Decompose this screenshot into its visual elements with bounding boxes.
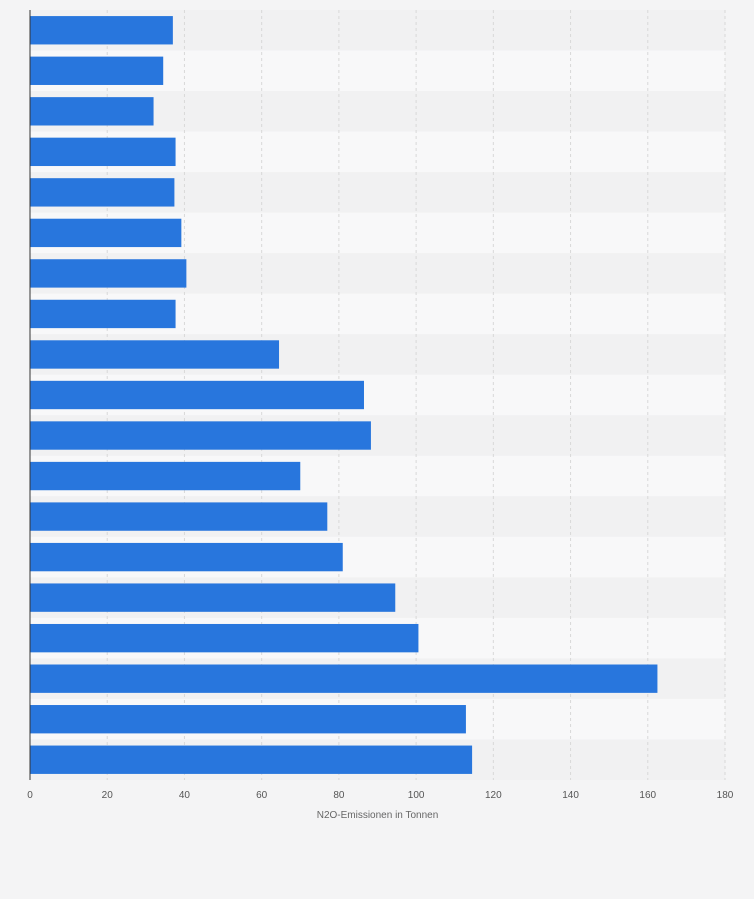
x-tick-label: 180 <box>717 790 734 801</box>
bar <box>30 137 176 167</box>
bar <box>30 340 280 369</box>
bar <box>30 745 473 774</box>
bar <box>30 259 187 288</box>
bars <box>30 16 658 774</box>
x-tick-label: 20 <box>102 790 114 801</box>
x-tick-label: 40 <box>179 790 191 801</box>
bar <box>30 421 371 450</box>
bar <box>30 299 176 329</box>
bar <box>30 583 396 612</box>
x-tick-labels: 0 20 40 60 80 100 120 140 160 180 <box>27 790 734 801</box>
bar <box>30 16 173 45</box>
bar <box>30 623 419 653</box>
bar <box>30 705 466 734</box>
bar <box>30 56 164 85</box>
bar <box>30 178 175 207</box>
x-tick-label: 0 <box>27 790 33 801</box>
x-tick-label: 140 <box>562 790 579 801</box>
bar <box>30 664 658 693</box>
x-axis-title: N2O-Emissionen in Tonnen <box>317 810 439 821</box>
bar <box>30 502 328 531</box>
bar <box>30 542 343 572</box>
bar <box>30 218 182 248</box>
bar <box>30 461 301 491</box>
x-tick-label: 120 <box>485 790 502 801</box>
x-tick-label: 60 <box>256 790 268 801</box>
bar <box>30 97 154 126</box>
x-tick-label: 160 <box>639 790 656 801</box>
x-tick-label: 80 <box>333 790 345 801</box>
x-tick-label: 100 <box>408 790 425 801</box>
bar <box>30 380 364 410</box>
